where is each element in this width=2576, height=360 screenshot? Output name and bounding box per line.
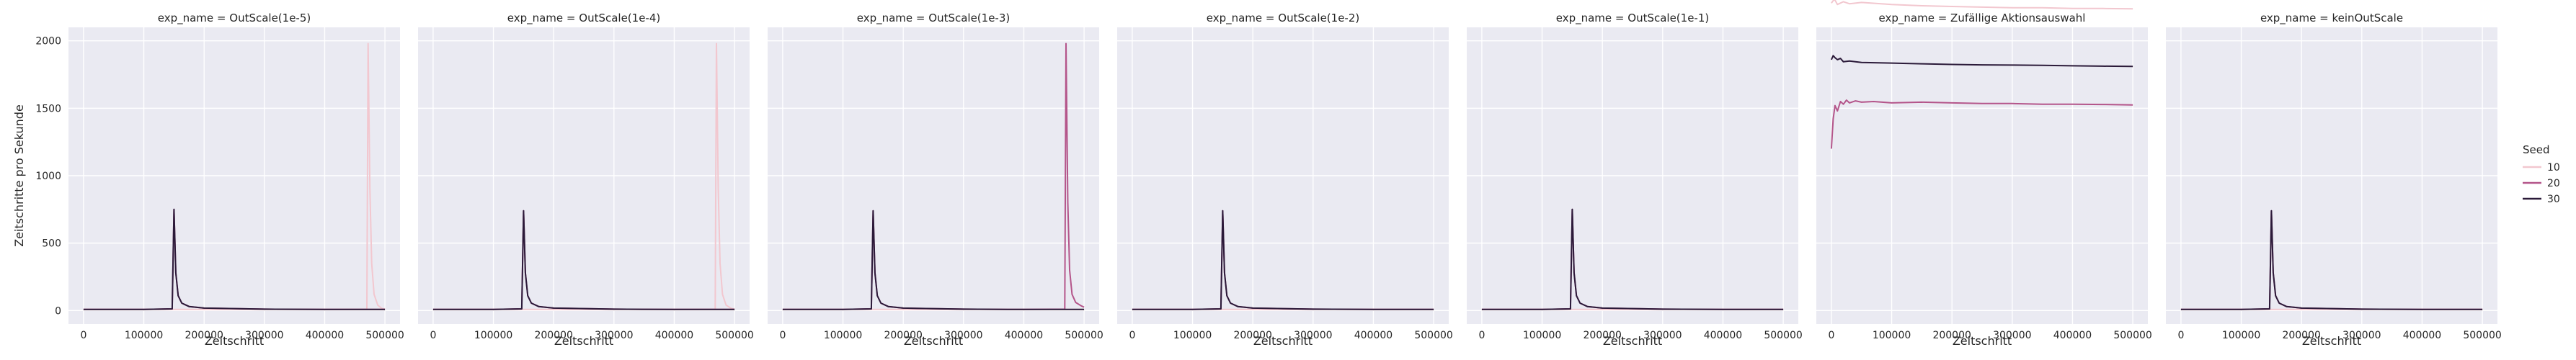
legend: Seed 10 20 30 <box>2523 143 2560 205</box>
x-tick-label: 100000 <box>824 330 862 341</box>
series-line-seed-30 <box>782 210 1085 310</box>
x-tick-label: 0 <box>430 330 436 341</box>
x-tick-label: 500000 <box>2463 330 2501 341</box>
series-line-seed-30 <box>432 210 735 310</box>
series-line-seed-30 <box>83 208 386 310</box>
x-tick-label: 100000 <box>125 330 163 341</box>
x-tick-label: 200000 <box>1583 330 1621 341</box>
x-tick-label: 400000 <box>1704 330 1742 341</box>
x-tick-label: 500000 <box>1065 330 1103 341</box>
x-tick-label: 400000 <box>2403 330 2441 341</box>
facet-panel-2: exp_name = OutScale(1e-4) 0 100000 200000 30… <box>418 12 754 348</box>
x-tick-label: 200000 <box>2282 330 2320 341</box>
facet-panel-1: exp_name = OutScale(1e-5) 0 100000 200000 30… <box>12 12 404 348</box>
y-tick-label: 500 <box>42 238 61 250</box>
series-line-seed-10 <box>1831 0 2133 10</box>
x-tick-label: 500000 <box>1764 330 1802 341</box>
facet-title: exp_name = Zufällige Aktionsauswahl <box>1879 12 2086 25</box>
x-tick-label: 0 <box>1129 330 1135 341</box>
facet-title: exp_name = OutScale(1e-5) <box>158 12 311 25</box>
facet-title: exp_name = OutScale(1e-4) <box>507 12 661 25</box>
x-tick-label: 100000 <box>474 330 512 341</box>
y-tick-label: 0 <box>55 305 61 317</box>
facet-panel-6: exp_name = Zufällige Aktionsauswahl 0 1000… <box>1816 0 2152 348</box>
facet-panel-7: exp_name = keinOutScale 0 100000 200000 3000… <box>2166 12 2502 348</box>
series-line-seed-30 <box>1830 55 2133 68</box>
facet-title: exp_name = keinOutScale <box>2260 12 2403 25</box>
series-line-seed-10 <box>83 42 386 310</box>
x-tick-label: 200000 <box>534 330 572 341</box>
x-tick-label: 300000 <box>944 330 982 341</box>
x-tick-label: 500000 <box>365 330 404 341</box>
legend-title: Seed <box>2523 143 2550 156</box>
x-tick-label: 300000 <box>245 330 283 341</box>
x-tick-label: 300000 <box>1294 330 1332 341</box>
x-tick-label: 400000 <box>2053 330 2092 341</box>
legend-label: 30 <box>2547 194 2560 205</box>
x-tick-label: 300000 <box>1643 330 1682 341</box>
x-tick-label: 0 <box>2177 330 2184 341</box>
x-tick-label: 400000 <box>655 330 693 341</box>
x-tick-label: 0 <box>1478 330 1485 341</box>
series-line-seed-30 <box>1132 210 1434 310</box>
facet-title: exp_name = OutScale(1e-3) <box>857 12 1011 25</box>
x-tick-label: 0 <box>1828 330 1834 341</box>
y-axis-label: Zeitschritte pro Sekunde <box>12 104 26 247</box>
x-tick-label: 0 <box>80 330 86 341</box>
x-tick-label: 500000 <box>1414 330 1452 341</box>
x-axis-label: Zeitschritt <box>1603 334 1662 348</box>
legend-label: 10 <box>2547 162 2560 174</box>
series-line-seed-20 <box>1830 99 2133 149</box>
facet-panel-3: exp_name = OutScale(1e-3) 0 100000 200000 30… <box>768 12 1103 348</box>
x-tick-label: 300000 <box>2342 330 2381 341</box>
y-tick-label: 1500 <box>35 103 61 114</box>
y-tick-label: 1000 <box>35 171 61 182</box>
facet-panel-4: exp_name = OutScale(1e-2) 0 100000 200000 30… <box>1117 12 1453 348</box>
facet-title: exp_name = OutScale(1e-2) <box>1207 12 1360 25</box>
x-tick-label: 200000 <box>1932 330 1971 341</box>
series-line-seed-30 <box>1481 208 1784 310</box>
x-tick-label: 300000 <box>1993 330 2031 341</box>
x-tick-label: 300000 <box>595 330 633 341</box>
x-axis-label: Zeitschritt <box>1253 334 1313 348</box>
x-tick-label: 100000 <box>2222 330 2260 341</box>
x-axis-label: Zeitschritt <box>205 334 264 348</box>
series-line-seed-10 <box>432 42 735 310</box>
x-tick-label: 200000 <box>1233 330 1271 341</box>
x-axis-label: Zeitschritt <box>1953 334 2012 348</box>
x-axis-label: Zeitschritt <box>554 334 613 348</box>
x-tick-label: 500000 <box>715 330 753 341</box>
x-tick-label: 100000 <box>1523 330 1561 341</box>
x-tick-label: 500000 <box>2113 330 2151 341</box>
facet-panel-5: exp_name = OutScale(1e-1) 0 100000 200000 30… <box>1467 12 1803 348</box>
x-tick-label: 100000 <box>1873 330 1911 341</box>
x-tick-label: 400000 <box>306 330 344 341</box>
x-tick-label: 200000 <box>884 330 922 341</box>
x-axis-label: Zeitschritt <box>2302 334 2361 348</box>
x-tick-label: 100000 <box>1173 330 1212 341</box>
facet-title: exp_name = OutScale(1e-1) <box>1556 12 1710 25</box>
legend-label: 20 <box>2547 178 2560 189</box>
x-tick-label: 200000 <box>185 330 223 341</box>
x-tick-label: 400000 <box>1354 330 1393 341</box>
x-tick-label: 400000 <box>1005 330 1043 341</box>
x-axis-label: Zeitschritt <box>904 334 963 348</box>
series-line-seed-30 <box>2180 210 2483 310</box>
x-tick-label: 0 <box>779 330 786 341</box>
y-tick-label: 2000 <box>35 36 61 48</box>
